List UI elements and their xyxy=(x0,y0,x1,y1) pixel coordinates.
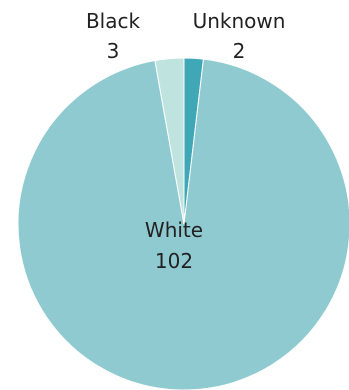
label-white-value: 102 xyxy=(155,249,193,273)
pie-slice-black xyxy=(154,57,185,225)
label-black-name: Black xyxy=(86,9,141,33)
label-white-name: White xyxy=(145,218,203,242)
label-black-value: 3 xyxy=(107,39,120,63)
label-unknown-value: 2 xyxy=(233,39,246,63)
label-unknown-name: Unknown xyxy=(193,9,286,33)
pie-slices xyxy=(17,57,349,390)
